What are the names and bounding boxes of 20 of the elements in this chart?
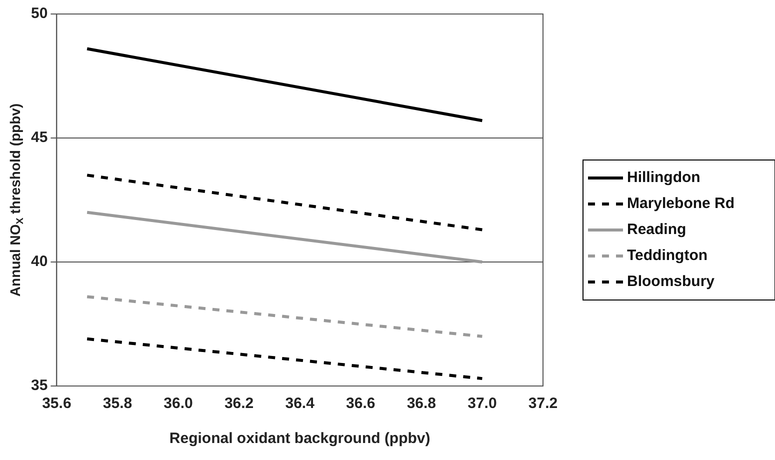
legend-label: Hillingdon	[627, 169, 700, 186]
legend-label: Marylebone Rd	[627, 195, 735, 212]
x-tick-label: 37.2	[528, 395, 558, 412]
x-tick-label: 35.6	[42, 395, 72, 412]
y-axis-title: Annual NOX threshold (ppbv)	[6, 103, 26, 297]
y-tick-label: 40	[30, 253, 48, 270]
x-tick-label: 36.6	[346, 395, 376, 412]
x-axis-title: Regional oxidant background (ppbv)	[169, 430, 430, 448]
y-tick-label: 35	[30, 377, 48, 394]
x-tick-label: 36.0	[164, 395, 193, 412]
x-tick-label: 37.0	[468, 395, 497, 412]
legend-label: Reading	[627, 221, 686, 238]
x-tick-label: 36.4	[285, 395, 316, 412]
legend-label: Teddington	[627, 247, 708, 264]
x-tick-label: 36.2	[224, 395, 254, 412]
y-tick-label: 50	[30, 5, 48, 22]
legend-label: Bloomsbury	[627, 273, 716, 290]
x-tick-label: 36.8	[406, 395, 436, 412]
y-tick-label: 45	[30, 129, 48, 146]
x-tick-label: 35.8	[102, 395, 132, 412]
